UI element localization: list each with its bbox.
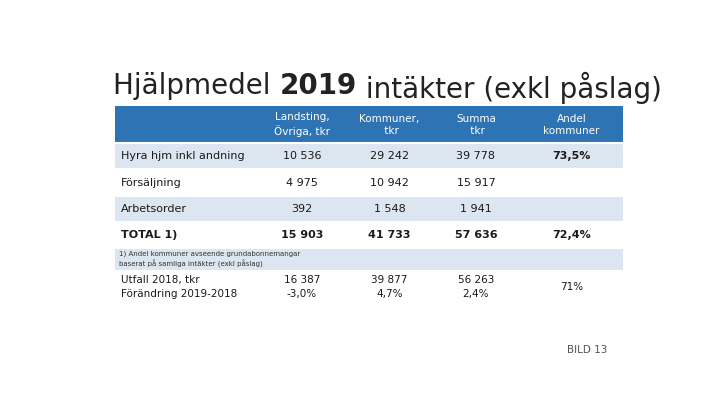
Text: intäkter (exkl påslag): intäkter (exkl påslag) — [357, 72, 662, 104]
Bar — [114, 222, 624, 248]
Text: 10 536: 10 536 — [283, 151, 321, 162]
Text: 73,5%: 73,5% — [552, 151, 591, 162]
Text: 1 548: 1 548 — [374, 204, 405, 214]
Text: Landsting,
Övriga, tkr: Landsting, Övriga, tkr — [274, 113, 330, 137]
Text: Hjälpmedel: Hjälpmedel — [113, 72, 279, 100]
Text: 41 733: 41 733 — [369, 230, 411, 240]
Bar — [114, 107, 624, 143]
Text: 10 942: 10 942 — [370, 177, 409, 188]
Text: 4 975: 4 975 — [286, 177, 318, 188]
Text: 39 877
4,7%: 39 877 4,7% — [372, 275, 408, 299]
Text: 1 941: 1 941 — [460, 204, 492, 214]
Text: 56 263
2,4%: 56 263 2,4% — [458, 275, 494, 299]
Text: Andel
kommuner: Andel kommuner — [544, 114, 600, 136]
Text: Kommuner,
 tkr: Kommuner, tkr — [359, 114, 420, 136]
Text: 57 636: 57 636 — [454, 230, 498, 240]
Text: Arbetsorder: Arbetsorder — [121, 204, 187, 214]
Bar — [114, 248, 624, 271]
Text: 2019: 2019 — [279, 72, 357, 100]
Text: 72,4%: 72,4% — [552, 230, 591, 240]
Bar — [114, 271, 624, 303]
Text: 39 778: 39 778 — [456, 151, 495, 162]
Text: Försäljning: Försäljning — [121, 177, 181, 188]
Text: 71%: 71% — [560, 282, 583, 292]
Text: 29 242: 29 242 — [370, 151, 409, 162]
Bar — [114, 169, 624, 196]
Text: 392: 392 — [292, 204, 312, 214]
Text: Summa
 tkr: Summa tkr — [456, 114, 496, 136]
Text: 16 387
-3,0%: 16 387 -3,0% — [284, 275, 320, 299]
Text: Utfall 2018, tkr
Förändring 2019-2018: Utfall 2018, tkr Förändring 2019-2018 — [121, 275, 238, 299]
Bar — [114, 143, 624, 169]
Text: TOTAL 1): TOTAL 1) — [121, 230, 177, 240]
Text: Hyra hjm inkl andning: Hyra hjm inkl andning — [121, 151, 245, 162]
Bar — [114, 196, 624, 222]
Text: 15 903: 15 903 — [281, 230, 323, 240]
Text: 1) Andel kommuner avseende grundabonnemangar
baserat på samliga intäkter (exkl p: 1) Andel kommuner avseende grundabonnema… — [119, 251, 300, 268]
Text: 15 917: 15 917 — [456, 177, 495, 188]
Text: BILD 13: BILD 13 — [567, 345, 607, 355]
